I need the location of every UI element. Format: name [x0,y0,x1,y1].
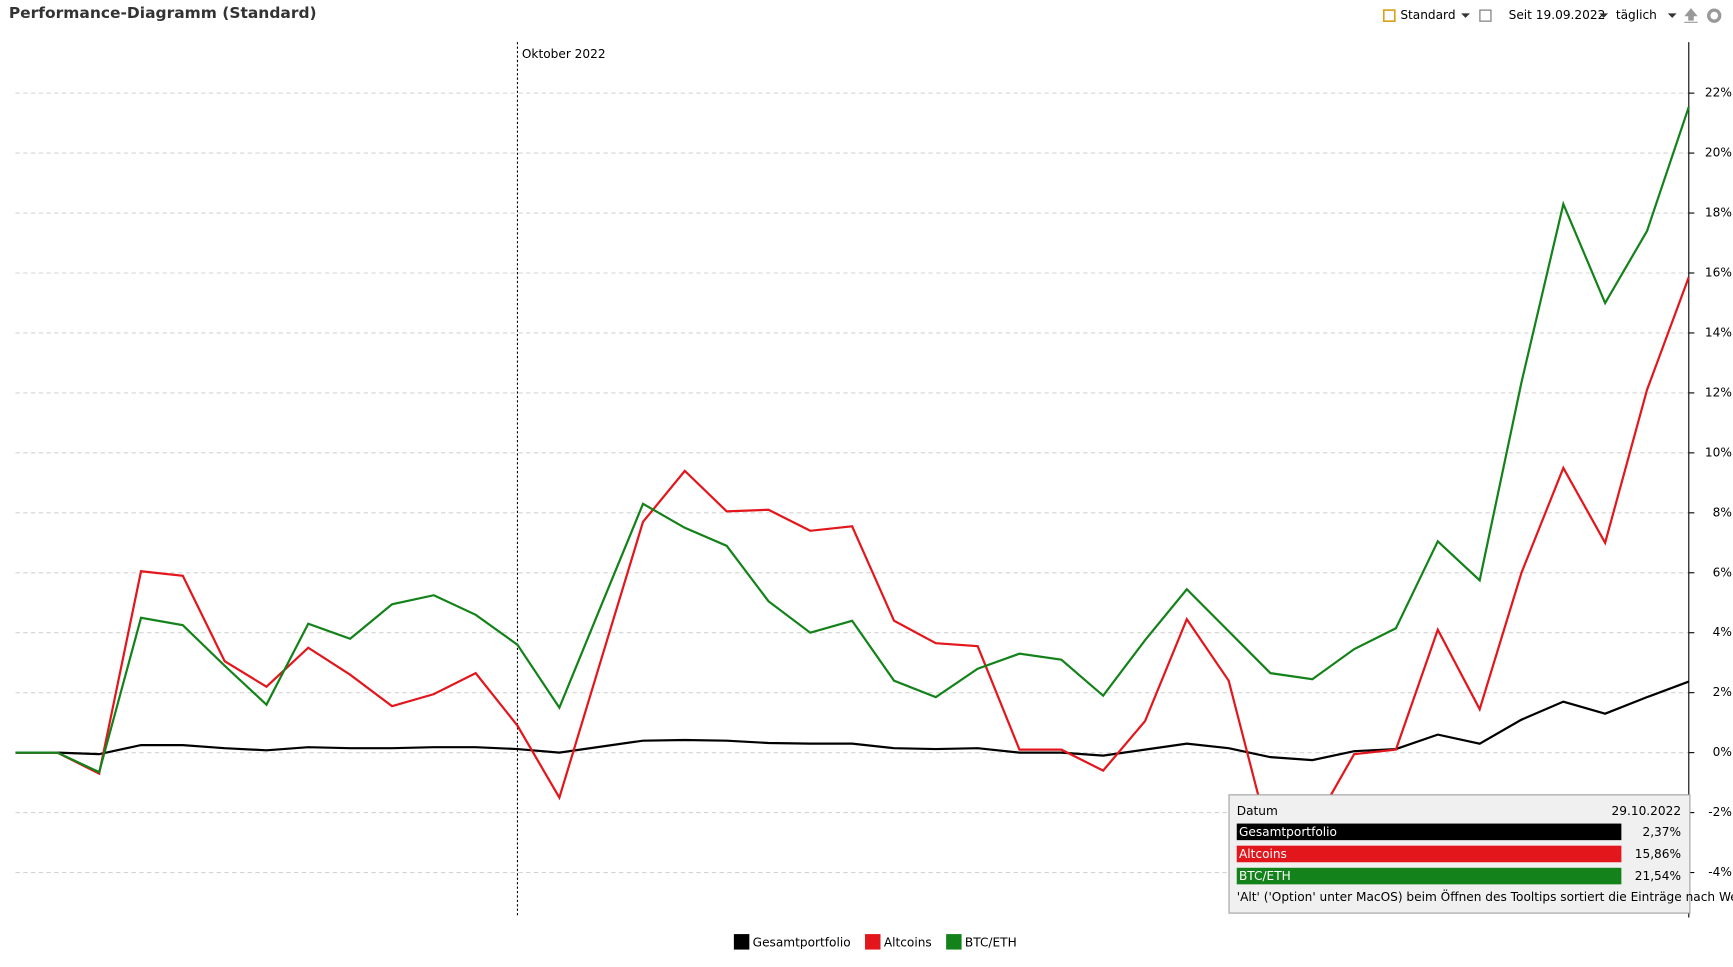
y-tick-label: 14% [1705,325,1732,339]
y-tick-label: 22% [1705,86,1732,100]
y-tick-label: 16% [1705,265,1732,279]
dropdown-arrow[interactable] [1667,13,1677,18]
legend: Gesamtportfolio Altcoins BTC/ETH [733,934,1017,950]
tooltip-value: 2,37% [1642,825,1681,839]
y-tick-label: 18% [1705,206,1732,220]
interval-selector[interactable]: täglich [1616,8,1657,22]
legend-swatch [946,934,962,950]
tooltip-hint: 'Alt' ('Option' unter MacOS) beim Öffnen… [1237,888,1733,904]
tooltip-date: 29.10.2022 [1612,804,1682,818]
legend-swatch [865,934,881,950]
tooltip-value: 21,54% [1635,869,1681,883]
tooltip-series-name: Gesamtportfolio [1239,825,1337,839]
y-tick-label: -2% [1708,805,1732,819]
tooltip-series-name: BTC/ETH [1239,869,1291,883]
legend-swatch [733,934,750,950]
y-tick-label: 2% [1713,685,1732,699]
settings-icon[interactable] [1707,8,1722,23]
legend-label: Gesamtportfolio [753,935,851,949]
tooltip-value: 15,86% [1635,847,1681,861]
series-line [15,106,1690,774]
tooltip-swatch [1236,823,1622,841]
view-selector[interactable]: Standard [1400,8,1455,22]
calendar-icon[interactable] [1382,9,1396,23]
y-tick-label: 6% [1713,565,1732,579]
export-icon[interactable] [1684,8,1698,23]
tooltip-swatch [1236,845,1622,863]
tooltip-swatch [1236,867,1622,885]
date-icon[interactable] [1479,9,1492,22]
series-line [15,680,1690,762]
plot: -4% -2% 0% 2% 4% 6% 8% 10% 12% 14% 16% 18% 20% 22% Okt… [15,42,1732,918]
legend-label: BTC/ETH [965,935,1017,949]
y-tick-label: 0% [1713,745,1732,759]
dropdown-arrow[interactable] [1461,13,1470,18]
y-tick-label: 10% [1705,445,1732,459]
tooltip-series-name: Altcoins [1239,847,1287,861]
y-tick-label: 12% [1705,385,1732,399]
page-title: Performance-Diagramm (Standard) [9,4,317,22]
y-tick-label: -4% [1708,865,1732,879]
month-label: Oktober 2022 [522,47,606,61]
dropdown-arrow[interactable] [1599,13,1609,18]
toolbar: Standard Seit 19.09.2022 täglich [1382,8,1722,23]
legend-label: Altcoins [884,935,932,949]
tooltip-date-label: Datum [1237,804,1278,818]
since-selector[interactable]: Seit 19.09.2022 [1509,8,1606,22]
y-tick-label: 20% [1705,146,1732,160]
y-tick-label: 8% [1713,505,1732,519]
series-line [15,276,1690,845]
tooltip: Datum 29.10.2022 'Alt' ('Option' unter M… [1228,794,1733,914]
y-tick-label: 4% [1713,625,1732,639]
